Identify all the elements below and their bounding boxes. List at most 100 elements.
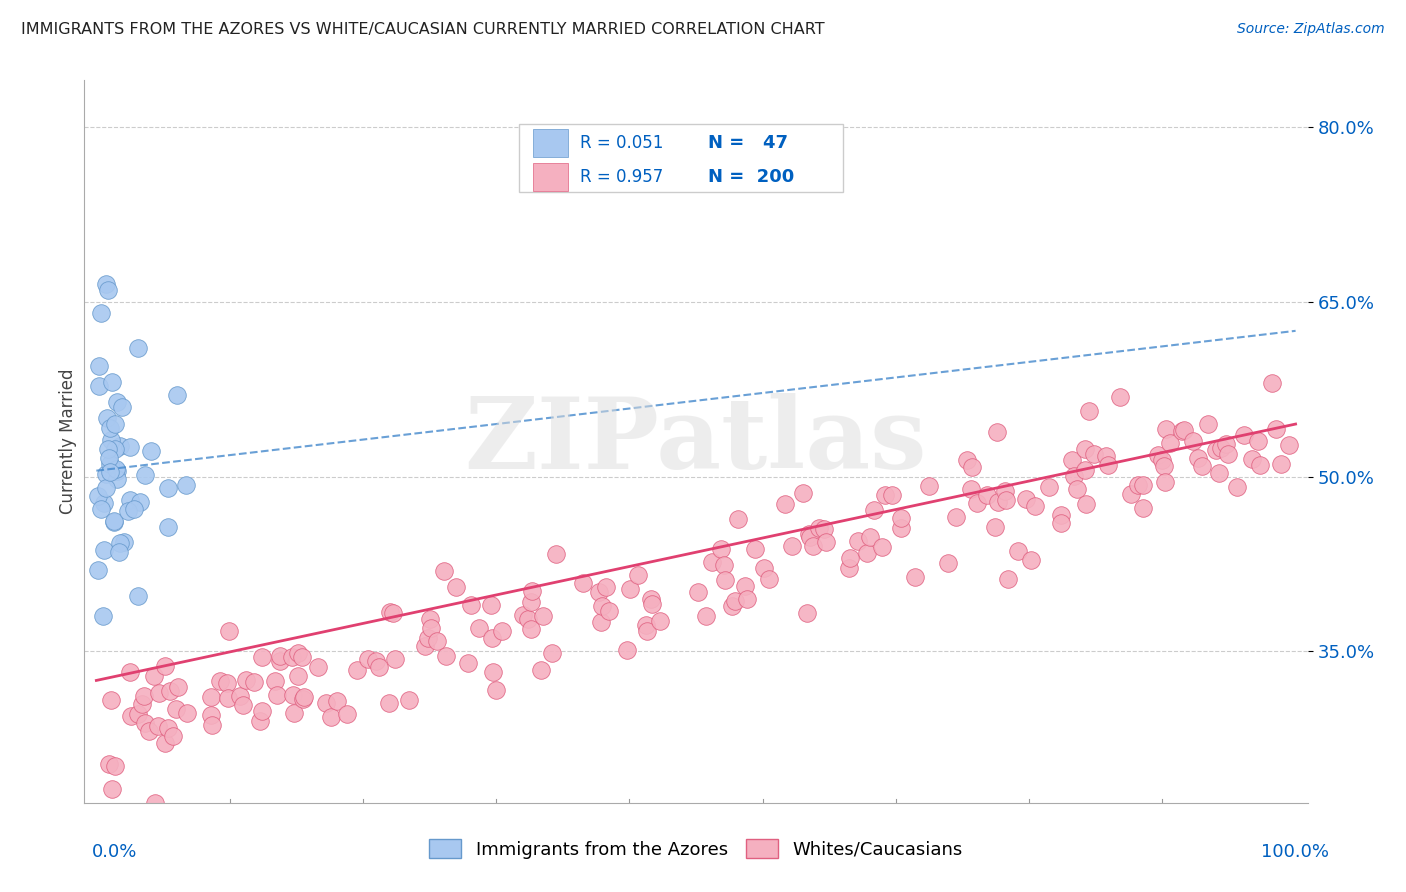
Point (138, 723, 160, 738)
Point (1153, 459, 1175, 474)
Point (1097, 458, 1119, 473)
Point (531, 608, 554, 623)
Point (519, 622, 541, 636)
Point (479, 598, 502, 612)
Point (1218, 446, 1240, 460)
Point (292, 692, 315, 706)
Point (1154, 475, 1177, 489)
Point (468, 621, 491, 635)
Point (815, 535, 838, 549)
Point (987, 495, 1010, 509)
Point (994, 492, 1017, 507)
Point (796, 606, 818, 620)
Point (1062, 453, 1084, 467)
Point (145, 796, 167, 810)
Point (1074, 497, 1097, 511)
Point (266, 689, 288, 703)
Point (105, 464, 128, 478)
Point (174, 477, 197, 491)
Point (986, 425, 1008, 439)
Point (153, 659, 176, 673)
Point (491, 624, 513, 639)
Point (520, 595, 543, 609)
Point (378, 696, 401, 710)
Point (378, 606, 401, 620)
Point (1024, 500, 1046, 514)
Point (1132, 500, 1154, 515)
Point (104, 442, 127, 457)
Point (269, 654, 291, 668)
Point (856, 546, 879, 560)
Point (838, 550, 860, 565)
Point (134, 716, 156, 731)
Point (735, 591, 758, 606)
Point (105, 395, 128, 409)
Point (129, 495, 152, 509)
Point (936, 556, 959, 570)
Point (235, 673, 257, 688)
Point (984, 519, 1007, 533)
Point (640, 591, 662, 606)
Point (157, 481, 180, 495)
Point (1249, 458, 1271, 472)
Point (966, 495, 988, 509)
Point (1205, 443, 1227, 458)
Point (287, 669, 309, 683)
Point (1265, 422, 1288, 436)
Point (243, 675, 266, 690)
Point (93, 543, 115, 558)
Point (87, 378, 110, 392)
Point (94, 482, 117, 496)
Point (546, 547, 568, 561)
Point (588, 584, 610, 599)
Text: N =   47: N = 47 (709, 134, 789, 152)
Point (1226, 480, 1249, 494)
Point (416, 631, 439, 645)
Point (1038, 480, 1060, 494)
Point (86, 489, 108, 503)
Point (1132, 478, 1154, 492)
Point (384, 651, 406, 665)
Point (688, 584, 710, 599)
Point (98, 757, 121, 772)
Point (1019, 553, 1042, 567)
Point (1146, 448, 1168, 462)
Point (118, 440, 141, 454)
Point (124, 502, 146, 516)
Point (801, 539, 824, 553)
Point (104, 417, 127, 431)
Point (97, 283, 120, 297)
Point (1077, 403, 1099, 417)
Point (134, 467, 156, 482)
Point (1187, 451, 1209, 466)
Point (120, 493, 142, 508)
Point (98, 420, 121, 434)
Point (426, 633, 449, 648)
Point (291, 650, 314, 665)
Point (120, 708, 142, 723)
Point (283, 706, 305, 721)
Point (218, 624, 240, 639)
Text: ZIPatlas: ZIPatlas (465, 393, 927, 490)
Point (714, 573, 737, 587)
Point (773, 498, 796, 512)
Point (103, 514, 125, 528)
Point (627, 568, 650, 582)
Text: IMMIGRANTS FROM THE AZORES VS WHITE/CAUCASIAN CURRENTLY MARRIED CORRELATION CHAR: IMMIGRANTS FROM THE AZORES VS WHITE/CAUC… (21, 22, 825, 37)
Point (419, 612, 441, 626)
Point (166, 387, 188, 401)
Point (1154, 422, 1177, 436)
Point (131, 697, 153, 711)
Point (357, 651, 380, 665)
FancyBboxPatch shape (533, 129, 568, 157)
Point (413, 639, 436, 653)
Point (873, 488, 896, 502)
Point (846, 534, 869, 549)
Point (94, 467, 117, 481)
Point (108, 536, 131, 550)
Point (100, 693, 122, 707)
Point (98, 457, 121, 471)
Point (799, 527, 821, 541)
Point (201, 718, 224, 732)
Point (444, 581, 467, 595)
